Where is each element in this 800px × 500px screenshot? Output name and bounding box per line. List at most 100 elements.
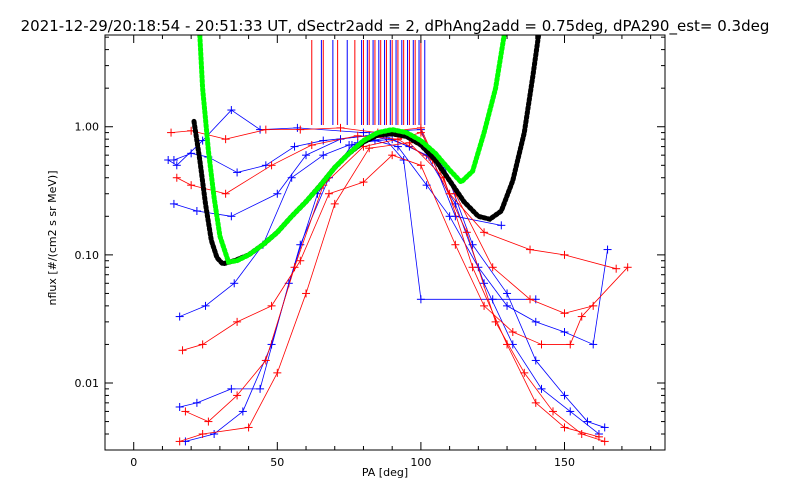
series-red-segment	[236, 360, 267, 396]
y-tick-label: 1.00	[75, 121, 100, 134]
data-point-red	[566, 340, 575, 349]
data-point-red	[175, 437, 184, 446]
data-point-red	[488, 263, 497, 272]
data-point-red	[336, 123, 345, 132]
data-point-blue	[531, 317, 540, 326]
data-point-red	[600, 437, 609, 446]
data-point-red	[560, 423, 569, 432]
data-point-blue	[503, 289, 512, 298]
series-red-segment	[523, 372, 554, 412]
series-red-segment	[552, 411, 582, 435]
data-point-blue	[603, 245, 612, 254]
x-axis-label: PA [deg]	[362, 466, 408, 479]
data-point-blue	[192, 206, 201, 215]
series-blue-segment	[535, 321, 565, 333]
series-blue-segment	[506, 305, 536, 323]
data-point-blue	[172, 161, 181, 170]
data-point-blue	[589, 340, 598, 349]
series-red-segment	[483, 231, 531, 250]
series-blue-segment	[403, 159, 422, 300]
series-red-segment	[265, 267, 295, 361]
series-red-segment	[492, 266, 531, 300]
data-point-blue	[302, 151, 311, 160]
series-red-segment	[363, 154, 393, 183]
data-point-blue	[566, 407, 575, 416]
data-point-blue	[230, 279, 239, 288]
data-point-red	[198, 429, 207, 438]
data-point-red	[468, 263, 477, 272]
series-red-segment	[581, 267, 628, 317]
series-red-segment	[271, 144, 312, 166]
series-red-segment	[454, 244, 485, 307]
data-point-red	[388, 151, 397, 160]
series-blue-segment	[179, 402, 197, 408]
data-point-blue	[290, 142, 299, 151]
series-blue-segment	[426, 154, 456, 205]
series-red-segment	[202, 321, 238, 345]
series-red-segment	[564, 305, 594, 314]
data-point-red	[612, 264, 621, 273]
data-point-red	[480, 301, 489, 310]
series-red-segment	[392, 154, 422, 166]
series-blue-segment	[196, 388, 232, 404]
fit-curve-black	[191, 35, 542, 267]
data-point-blue	[583, 417, 592, 426]
series-red-segment	[340, 127, 378, 134]
data-point-blue	[233, 168, 242, 177]
x-tick-label: 100	[410, 456, 431, 469]
series-blue-segment	[196, 210, 232, 217]
data-point-red	[290, 263, 299, 272]
series-red-segment	[271, 260, 301, 307]
series-red-segment	[420, 165, 456, 245]
x-tick-label: 150	[554, 456, 575, 469]
data-point-red	[480, 228, 489, 237]
series-red-segment	[225, 129, 266, 140]
data-point-blue	[238, 407, 247, 416]
series-blue-segment	[297, 127, 364, 134]
data-point-red	[416, 161, 425, 170]
data-point-red	[623, 263, 632, 272]
data-point-red	[261, 356, 270, 365]
data-point-blue	[296, 240, 305, 249]
series-red-segment	[466, 232, 496, 322]
series-blue-segment	[397, 146, 427, 186]
series-blue-segment	[569, 411, 600, 435]
data-point-red	[594, 432, 603, 441]
series-blue-segment	[173, 152, 192, 161]
series-blue-segment	[483, 283, 514, 345]
series-red-segment	[535, 402, 565, 428]
data-point-blue	[169, 199, 178, 208]
series-blue-segment	[512, 344, 542, 390]
data-point-red	[273, 368, 282, 377]
data-point-blue	[359, 128, 368, 137]
series-blue-segment	[173, 203, 198, 212]
series-blue-segment	[541, 388, 571, 412]
series-red-segment	[311, 135, 358, 146]
data-point-red	[172, 173, 181, 182]
data-point-red	[508, 328, 517, 337]
series-red-segment	[409, 142, 445, 179]
y-axis: 0.01 0.10 1.00	[75, 36, 665, 451]
data-point-red	[365, 144, 374, 153]
data-point-blue	[175, 312, 184, 321]
data-point-blue	[227, 106, 236, 115]
data-point-blue	[560, 391, 569, 400]
data-point-red	[302, 289, 311, 298]
data-point-blue	[600, 423, 609, 432]
series-blue-segment	[472, 244, 508, 294]
series-blue-segment	[374, 140, 399, 147]
data-point-red	[577, 312, 586, 321]
data-point-red	[330, 199, 339, 208]
data-point-red	[296, 125, 305, 134]
series-red-segment	[176, 177, 192, 186]
data-point-red	[526, 295, 535, 304]
series-red-segment	[472, 267, 508, 345]
data-point-red	[325, 189, 333, 198]
data-point-red	[520, 368, 529, 377]
series-red-segment	[299, 193, 330, 261]
series-red-segment	[294, 185, 324, 268]
x-axis: 0 50 100 150	[130, 35, 652, 469]
series-red-segment	[225, 164, 272, 195]
data-point-red	[353, 131, 362, 140]
data-point-red	[221, 135, 230, 144]
